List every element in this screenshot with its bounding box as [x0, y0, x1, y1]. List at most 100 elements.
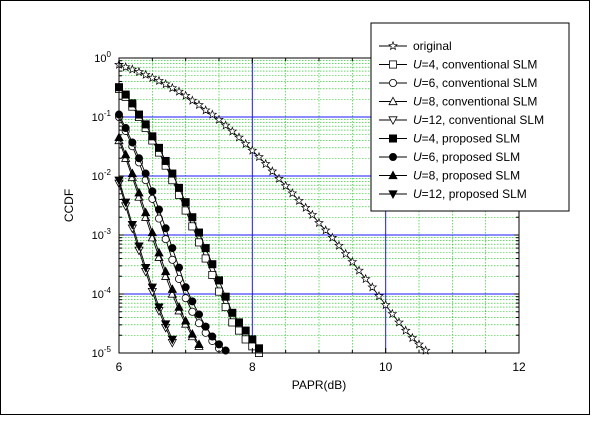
data-point	[154, 143, 163, 152]
legend-text: , proposed SLM	[435, 132, 520, 146]
legend-text: , conventional SLM	[435, 95, 537, 109]
legend-var: U	[413, 95, 422, 109]
data-point	[354, 265, 364, 275]
data-point	[194, 228, 203, 237]
legend-marker	[388, 190, 398, 200]
data-point	[134, 66, 144, 77]
legend-var: U	[413, 58, 422, 72]
series-0	[114, 59, 431, 355]
data-point	[414, 339, 424, 349]
y-tick-label: 10-3	[92, 227, 112, 242]
y-tick-exponent: -3	[104, 227, 112, 236]
series-6	[115, 110, 230, 355]
data-point	[127, 64, 138, 74]
legend-label: U=8, proposed SLM	[413, 169, 520, 183]
legend-item: original	[379, 39, 452, 53]
data-point	[194, 99, 204, 110]
data-point	[181, 294, 190, 303]
x-tick-label: 6	[116, 360, 123, 374]
series-2	[115, 113, 223, 353]
y-tick-base: 10	[92, 289, 104, 301]
data-point	[194, 339, 204, 348]
legend-var-value: =4	[422, 58, 436, 72]
data-point	[201, 254, 210, 263]
legend-text: , proposed SLM	[435, 150, 520, 164]
data-point	[188, 213, 197, 222]
data-point	[140, 264, 151, 273]
data-point	[208, 332, 217, 341]
legend-text: original	[413, 39, 452, 53]
y-axis-label: CCDF	[62, 189, 76, 222]
data-point	[127, 221, 138, 230]
legend-text: , conventional SLM	[435, 76, 537, 90]
data-point	[387, 308, 398, 319]
data-point	[174, 183, 183, 192]
legend-item: U=6, proposed SLM	[379, 150, 520, 164]
x-tick-labels: 6 8 10 12	[116, 360, 526, 374]
data-point	[134, 242, 144, 252]
data-point	[140, 207, 151, 217]
data-point	[181, 283, 190, 292]
legend-label: U=4, proposed SLM	[413, 132, 520, 146]
data-point	[154, 205, 163, 214]
data-point	[120, 198, 131, 208]
data-point	[360, 273, 371, 284]
data-point	[127, 168, 138, 178]
y-tick-label: 10-4	[92, 286, 112, 301]
legend-label: U=6, proposed SLM	[413, 150, 520, 164]
data-point	[420, 345, 431, 355]
data-point	[141, 120, 150, 129]
data-point	[221, 303, 230, 312]
legend-item: U=4, conventional SLM	[379, 58, 537, 72]
data-point	[380, 299, 391, 310]
legend-label: U=12, proposed SLM	[413, 187, 527, 201]
y-tick-exponent: 0	[107, 50, 112, 59]
data-point	[320, 225, 331, 235]
data-point	[214, 276, 223, 285]
data-point	[214, 287, 223, 296]
data-point	[134, 110, 143, 119]
data-point	[174, 302, 184, 311]
legend-item: U=12, proposed SLM	[379, 187, 527, 201]
y-tick-base: 10	[92, 230, 104, 242]
data-point	[120, 149, 131, 159]
legend-text: , proposed SLM	[435, 169, 520, 183]
data-point	[340, 248, 351, 258]
data-point	[234, 318, 243, 327]
y-tick-base: 10	[92, 171, 104, 183]
data-point	[174, 86, 184, 96]
data-point	[154, 75, 164, 86]
data-point	[274, 173, 284, 183]
data-point	[234, 326, 243, 335]
data-point	[168, 176, 177, 185]
data-point	[160, 320, 171, 330]
x-tick-label: 12	[512, 360, 526, 374]
x-tick-label: 10	[379, 360, 393, 374]
data-point	[221, 292, 230, 301]
data-point	[201, 322, 210, 331]
legend-var-value: =6	[422, 150, 436, 164]
data-point	[154, 247, 164, 257]
y-tick-exponent: -2	[104, 168, 112, 177]
legend-var-value: =12	[422, 187, 443, 201]
y-tick-base: 10	[92, 348, 104, 360]
series-7	[114, 132, 204, 348]
data-point	[134, 187, 144, 197]
data-point	[194, 310, 203, 319]
legend-item: U=4, proposed SLM	[379, 132, 520, 146]
data-point	[220, 120, 231, 130]
y-tick-label: 10-1	[92, 109, 112, 124]
data-point	[374, 290, 384, 301]
y-tick-label: 100	[94, 50, 111, 65]
data-point	[148, 132, 157, 141]
y-tick-label: 10-5	[92, 345, 112, 360]
data-point	[161, 224, 170, 233]
legend-item: U=12, conventional SLM	[379, 113, 544, 127]
y-tick-exponent: -1	[104, 109, 112, 118]
data-point	[174, 263, 183, 272]
data-point	[180, 315, 191, 325]
data-point	[120, 61, 131, 72]
legend-var: U	[413, 132, 422, 146]
